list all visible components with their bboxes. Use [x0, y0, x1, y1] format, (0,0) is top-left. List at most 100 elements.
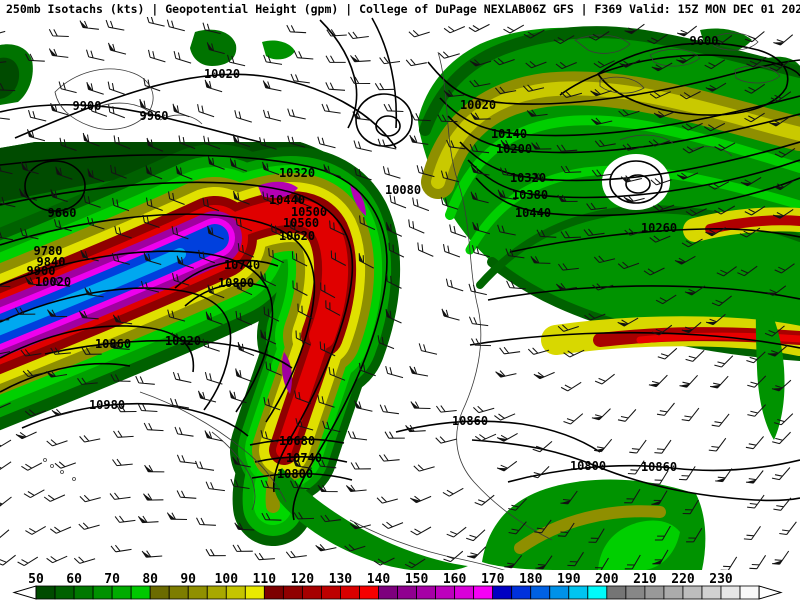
colorbar-cell [397, 585, 417, 600]
colorbar-tick-label: 100 [215, 572, 239, 587]
height-contours [0, 17, 800, 521]
height-contour-label: 10260 [641, 221, 677, 235]
weather-map: 1002099009960960010020101401020010320103… [0, 17, 800, 570]
colorbar-cell [168, 585, 189, 600]
colorbar-cell [473, 585, 494, 600]
colorbar-tick-label: 140 [367, 572, 391, 587]
colorbar-cell [720, 585, 741, 600]
colorbar-tick-label: 220 [671, 572, 695, 587]
height-contour-label: 10680 [279, 434, 315, 448]
colorbar-cell [530, 585, 551, 600]
colorbar-cell [435, 585, 456, 600]
height-contour-label: 10140 [491, 127, 527, 141]
colorbar-cell [454, 585, 475, 600]
colorbar-arrow-left [12, 585, 37, 600]
height-contour-label: 10440 [269, 193, 305, 207]
height-contour-label: 9780 [34, 244, 63, 258]
height-contour-label: 10500 [291, 205, 327, 219]
header-bar: 250mb Isotachs (kts) | Geopotential Heig… [0, 0, 800, 17]
colorbar-cell [701, 585, 722, 600]
colorbar-tick-label: 60 [66, 572, 82, 587]
height-contour-label: 10860 [641, 460, 677, 474]
colorbar-arrow-right [758, 585, 783, 600]
height-contour-label: 10020 [35, 275, 71, 289]
colorbar-tick-label: 160 [443, 572, 467, 587]
height-contour-label: 10020 [204, 67, 240, 81]
colorbar-tick-label: 50 [28, 572, 44, 587]
height-contour-label: 9960 [140, 109, 169, 123]
colorbar-cell [511, 585, 532, 600]
height-contour-label: 10440 [515, 206, 551, 220]
colorbar-cell [682, 585, 703, 600]
height-contour-label: 9600 [690, 34, 719, 48]
colorbar-cell [625, 585, 646, 600]
colorbar-cell [568, 585, 589, 600]
colorbar-cell [149, 585, 170, 600]
colorbar-cell [225, 585, 246, 600]
height-contour-label: 10980 [89, 398, 125, 412]
colorbar-ticks: 50 60 70 80 90 100 110 120 130 140 150 160 170 180 190… [28, 572, 733, 587]
height-contour-label: 10560 [283, 216, 319, 230]
height-contour-label: 10740 [286, 451, 322, 465]
colorbar-cell [187, 585, 208, 600]
colorbar-cell [321, 585, 341, 600]
colorbar-tick-label: 130 [329, 572, 353, 587]
height-contour-label: 10020 [460, 98, 496, 112]
colorbar-tick-label: 150 [405, 572, 429, 587]
colorbar-cell [206, 585, 227, 600]
colorbar-tick-label: 200 [595, 572, 619, 587]
colorbar-cell [739, 585, 760, 600]
colorbar-tick-label: 180 [519, 572, 543, 587]
colorbar-cell [73, 585, 94, 600]
colorbar: 50 60 70 80 90 100 110 120 130 140 150 160 170 180 190… [12, 572, 783, 600]
colorbar-cell [416, 585, 436, 600]
height-contour-label: 9840 [37, 255, 66, 269]
colorbar-cell [111, 585, 132, 600]
colorbar-cell [35, 585, 56, 600]
colorbar-tick-label: 170 [481, 572, 505, 587]
height-contour-label: 10860 [95, 337, 131, 351]
colorbar-cell [549, 585, 570, 600]
colorbar-cell [340, 585, 360, 600]
height-contour-label: 9900 [27, 264, 56, 278]
colorbar-tick-label: 190 [557, 572, 581, 587]
height-contour-label: 10380 [512, 188, 548, 202]
colorbar-tick-label: 230 [709, 572, 733, 587]
colorbar-tick-label: 70 [104, 572, 120, 587]
colorbar-tick-label: 120 [291, 572, 315, 587]
height-labels: 1002099009960960010020101401020010320103… [27, 34, 719, 481]
colorbar-cell [92, 585, 113, 600]
height-contour-label: 10800 [218, 276, 254, 290]
colorbar-tick-label: 110 [253, 572, 277, 587]
height-contour-label: 10800 [570, 459, 606, 473]
colorbar-cell [244, 585, 265, 600]
height-contour-label: 9900 [73, 99, 102, 113]
height-contour-label: 10920 [165, 334, 201, 348]
height-contour-label: 10860 [452, 414, 488, 428]
colorbar-tick-label: 90 [180, 572, 196, 587]
height-contour-label: 10800 [277, 467, 313, 481]
height-contour-label: 9660 [48, 206, 77, 220]
height-contour-label: 10320 [279, 166, 315, 180]
colorbar-cell [282, 585, 303, 600]
height-contour-label: 10200 [496, 142, 532, 156]
colorbar-cell [378, 585, 398, 600]
coastlines [43, 32, 781, 570]
colorbar-cell [301, 585, 322, 600]
height-contour-label: 10320 [510, 171, 546, 185]
colorbar-cell [492, 585, 513, 600]
colorbar-cells [35, 585, 760, 600]
colorbar-cell [263, 585, 284, 600]
height-contour-label: 10740 [224, 258, 260, 272]
height-contour-label: 10080 [385, 183, 421, 197]
colorbar-cell [587, 585, 608, 600]
header-title-right: 06Z GFS | F369 Valid: 15Z MON DEC 01 202… [525, 1, 800, 16]
colorbar-cell [663, 585, 684, 600]
colorbar-cell [606, 585, 627, 600]
colorbar-cell [644, 585, 665, 600]
colorbar-cell [54, 585, 75, 600]
header-title-left: 250mb Isotachs (kts) | Geopotential Heig… [6, 1, 526, 16]
colorbar-tick-label: 80 [142, 572, 158, 587]
isotach-fill-layer [0, 26, 800, 570]
